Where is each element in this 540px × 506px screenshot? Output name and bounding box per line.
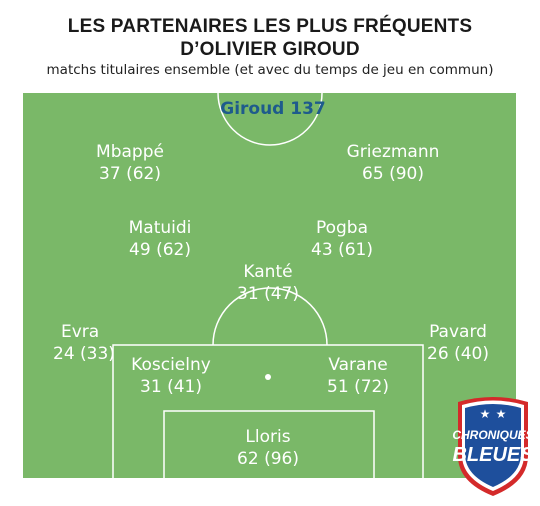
- player-stat: 24 (33): [53, 344, 115, 364]
- player-pogba: Pogba 43 (61): [287, 217, 397, 261]
- pitch-lines: [112, 93, 424, 478]
- player-name: Varane: [328, 355, 388, 375]
- player-kante: Kanté 31 (47): [213, 261, 323, 305]
- player-stat: 31 (47): [237, 284, 299, 304]
- svg-text:★: ★: [496, 407, 507, 421]
- svg-text:★: ★: [480, 407, 491, 421]
- player-pavard: Pavard 26 (40): [413, 321, 503, 365]
- player-evra: Evra 24 (33): [45, 321, 133, 365]
- player-name: Koscielny: [131, 355, 211, 375]
- player-stat: 65 (90): [362, 164, 424, 184]
- player-name: Mbappé: [96, 142, 164, 162]
- player-varane: Varane 51 (72): [303, 354, 413, 398]
- player-name: Pogba: [315, 218, 369, 238]
- player-name: Evra: [61, 322, 100, 342]
- player-stat: 62 (96): [237, 449, 299, 469]
- player-name: Lloris: [245, 427, 291, 447]
- player-matuidi: Matuidi 49 (62): [105, 217, 215, 261]
- player-name: Pavard: [429, 322, 487, 342]
- player-stat: 51 (72): [327, 377, 389, 397]
- subtitle: matchs titulaires ensemble (et avec du t…: [46, 62, 494, 78]
- logo-line-1: CHRONIQUES: [452, 428, 533, 442]
- player-name: Matuidi: [128, 218, 192, 238]
- player-name: Kanté: [243, 262, 293, 282]
- logo-line-2: BLEUES: [452, 444, 534, 466]
- player-stat: 37 (62): [99, 164, 161, 184]
- chroniques-bleues-logo: ★ ★ CHRONIQUES BLEUES: [452, 397, 534, 496]
- center-player-giroud: Giroud 137: [220, 99, 326, 119]
- player-stat: 31 (41): [140, 377, 202, 397]
- player-mbappe: Mbappé 37 (62): [75, 141, 185, 185]
- title-line-2: D’OLIVIER GIROUD: [180, 39, 360, 60]
- football-pitch: Giroud 137 Mbappé 37 (62) Griezmann 65 (…: [23, 93, 516, 478]
- player-stat: 26 (40): [427, 344, 489, 364]
- player-koscielny: Koscielny 31 (41): [115, 354, 227, 398]
- player-stat: 49 (62): [129, 240, 191, 260]
- player-lloris: Lloris 62 (96): [213, 426, 323, 470]
- player-stat: 43 (61): [311, 240, 373, 260]
- player-griezmann: Griezmann 65 (90): [323, 141, 463, 185]
- title-line-1: LES PARTENAIRES LES PLUS FRÉQUENTS: [67, 16, 473, 37]
- player-name: Griezmann: [346, 142, 440, 162]
